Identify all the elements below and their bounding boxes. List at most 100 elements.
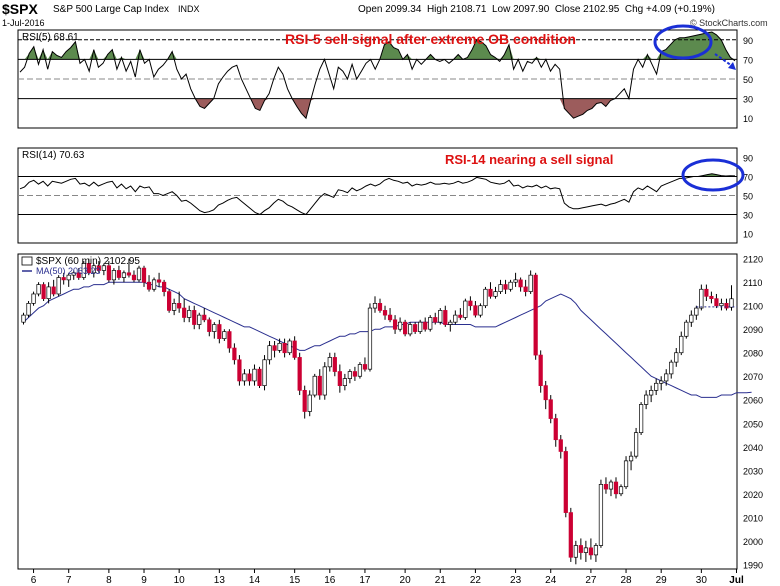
rsi14-y-tick: 10	[743, 230, 753, 240]
candle	[714, 293, 719, 309]
candle	[192, 305, 197, 330]
candle	[106, 261, 111, 283]
rsi14-y-tick: 30	[743, 211, 753, 221]
candle-body	[367, 307, 373, 370]
candle	[277, 338, 282, 353]
candle	[352, 366, 358, 381]
candle-body	[674, 352, 679, 363]
rsi14-legend: RSI(14) 70.63	[22, 150, 85, 161]
candle-body	[126, 272, 132, 276]
candle	[543, 380, 548, 410]
candle-body	[146, 281, 152, 290]
price-x-tick-label: 27	[585, 575, 597, 586]
candle-body	[548, 399, 553, 419]
candle-body	[669, 361, 674, 375]
candle-body	[593, 545, 599, 556]
candle	[488, 282, 493, 299]
price-y-tick: 2000	[743, 537, 763, 547]
candle	[568, 507, 573, 562]
candle	[377, 298, 383, 313]
price-x-tick-label: 24	[545, 575, 557, 586]
candle	[593, 543, 599, 562]
candle	[242, 369, 247, 386]
header-date: 1-Jul-2016	[2, 18, 45, 28]
price-x-tick-label: 23	[510, 575, 522, 586]
price-x-tick-label: 21	[435, 575, 447, 586]
candle	[307, 390, 312, 417]
candle-body	[523, 286, 528, 292]
price-y-tick: 2090	[743, 325, 763, 335]
price-y-tick: 1990	[743, 560, 763, 570]
candle	[31, 291, 36, 306]
price-x-tick-label: 9	[141, 575, 147, 586]
rsi5-y-tick: 70	[743, 55, 753, 65]
candle-body	[357, 364, 363, 377]
candle-body	[503, 284, 508, 290]
candle-body	[312, 375, 317, 396]
candle	[438, 308, 443, 325]
candle-body	[684, 321, 689, 337]
candle	[689, 310, 694, 327]
candle	[101, 263, 106, 276]
price-x-tick-label: 17	[359, 575, 371, 586]
candle-body	[207, 319, 212, 332]
candle	[483, 286, 488, 309]
candle-body	[227, 331, 232, 349]
price-x-tick-label: 15	[289, 575, 301, 586]
rsi14-y-tick: 70	[743, 173, 753, 183]
candle-body	[418, 321, 423, 332]
candle-body	[81, 263, 86, 278]
candle	[608, 479, 614, 497]
candle-body	[704, 288, 709, 297]
candle	[573, 540, 578, 565]
candle	[227, 329, 232, 353]
candle	[684, 319, 689, 339]
candle-body	[61, 277, 66, 281]
candle	[131, 270, 137, 283]
candle-body	[26, 303, 31, 316]
candle-body	[664, 373, 669, 382]
candle-body	[654, 382, 659, 391]
candle-body	[167, 291, 172, 311]
rsi14-line	[19, 173, 736, 216]
candle-body	[51, 286, 56, 295]
candle	[262, 355, 267, 391]
candle-body	[423, 321, 428, 330]
rsi14-y-tick: 90	[743, 154, 753, 164]
candle-body	[573, 545, 578, 558]
candle	[603, 477, 609, 494]
candle	[503, 279, 508, 294]
candle	[403, 319, 408, 337]
candle	[408, 322, 413, 337]
candle	[382, 305, 388, 320]
candle	[397, 317, 403, 332]
price-x-tick-label: 8	[106, 575, 112, 586]
candle-body	[252, 368, 257, 382]
candle	[56, 275, 61, 297]
candle-body	[362, 364, 368, 370]
candle-body	[463, 300, 468, 318]
panel-frame-2	[17, 147, 738, 244]
candle	[679, 331, 684, 356]
candle-body	[342, 378, 347, 386]
candle-body	[428, 317, 433, 330]
price-x-tick-label: 6	[31, 575, 37, 586]
candle-body	[679, 335, 684, 354]
candle	[292, 336, 297, 360]
candle	[498, 279, 503, 294]
candle-body	[433, 317, 438, 323]
candle	[66, 272, 71, 287]
candle-body	[724, 303, 729, 309]
price-x-tick-label: 22	[470, 575, 482, 586]
candle-body	[187, 310, 192, 318]
candle	[613, 477, 619, 499]
candle-body	[317, 375, 322, 396]
ma50-line	[23, 281, 752, 398]
price-x-tick-label: 13	[214, 575, 226, 586]
candle	[453, 310, 458, 325]
candle	[493, 286, 498, 299]
candle-body	[292, 340, 297, 358]
candle	[222, 329, 227, 341]
candle-body	[96, 265, 101, 271]
candle-body	[453, 314, 458, 323]
